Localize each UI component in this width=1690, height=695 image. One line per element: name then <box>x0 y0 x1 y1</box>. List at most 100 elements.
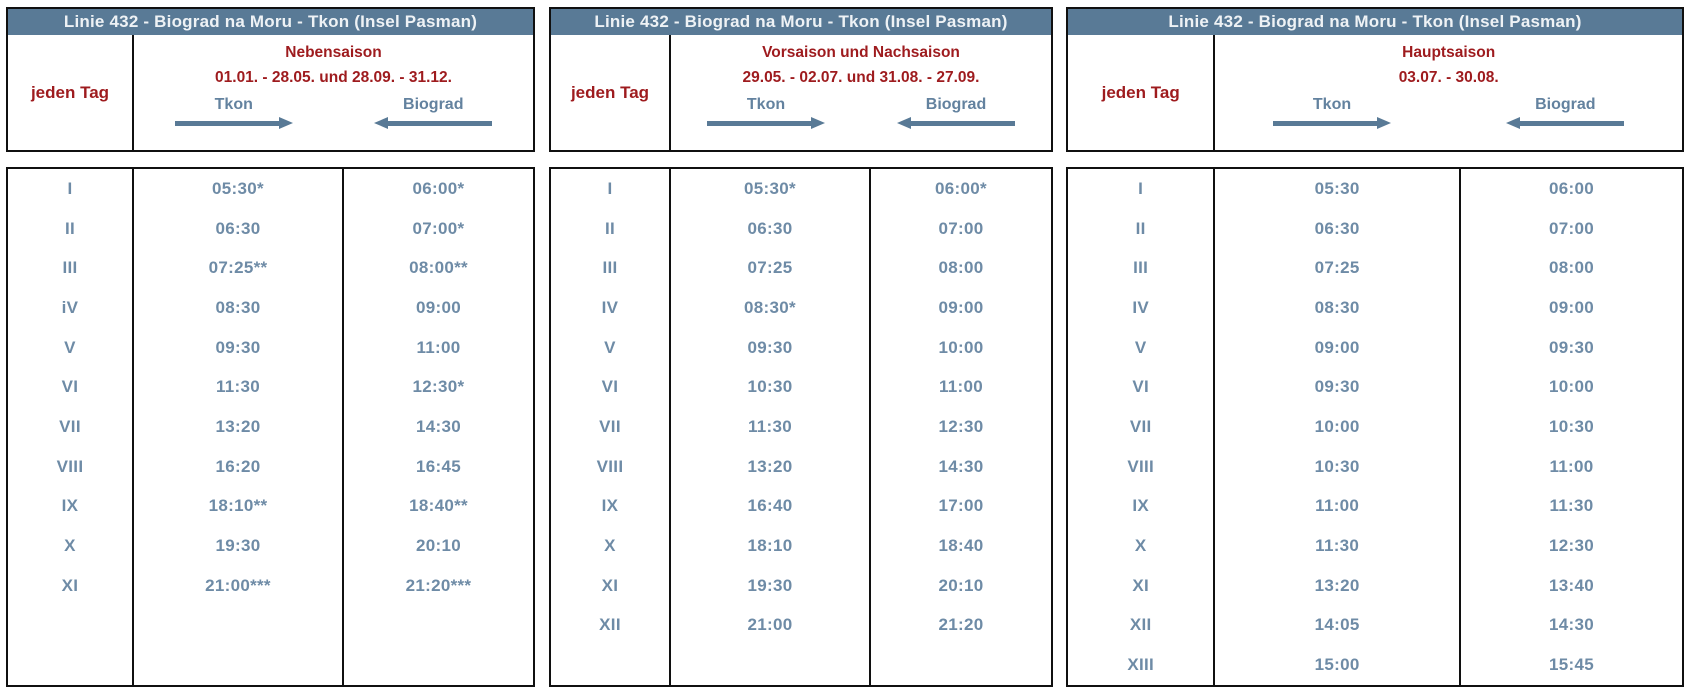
tkon-time: 13:20 <box>671 446 871 487</box>
line-title: Linie 432 - Biograd na Moru - Tkon (Inse… <box>8 9 533 35</box>
row-label: iV <box>8 288 134 328</box>
biograd-time: 11:30 <box>1549 496 1594 516</box>
row-label: I <box>8 169 134 209</box>
direction-tkon: Tkon <box>1215 96 1448 130</box>
direction-row: Tkon Biograd <box>1215 96 1682 130</box>
biograd-time: 13:40 <box>1548 575 1594 595</box>
biograd-time: 21:20*** <box>405 575 472 595</box>
biograd-time: 12:30 <box>1548 536 1594 556</box>
tkon-time: 08:30 <box>1215 288 1461 328</box>
biograd-time: 10:00 <box>1548 377 1594 397</box>
biograd-time: 12:30* <box>412 377 465 397</box>
row-label: III <box>1068 248 1216 289</box>
arrow-shaft <box>1273 121 1379 126</box>
row-label: V <box>551 327 671 368</box>
tkon-time: 06:30 <box>1215 208 1461 249</box>
biograd-time: 06:00* <box>412 178 465 198</box>
row-label <box>8 605 134 646</box>
day-label: jeden Tag <box>8 35 134 150</box>
header-body: jeden Tag Vorsaison und Nachsaison 29.05… <box>551 35 1051 150</box>
biograd-time: 11:00 <box>1549 456 1594 476</box>
timetable-body: I 05:30* 06:00* II 06:30 07:00* III 07:25** 08:0… <box>6 167 535 687</box>
arrow-shaft <box>387 121 493 126</box>
tkon-time: 10:30 <box>1215 446 1461 487</box>
season-area: Nebensaison 01.01. - 28.05. und 28.09. -… <box>134 35 533 150</box>
row-label: III <box>551 248 671 289</box>
tkon-time: 11:30 <box>1215 526 1461 566</box>
direction-row: Tkon Biograd <box>671 96 1051 130</box>
row-label: VIII <box>1068 446 1216 487</box>
tkon-time: 07:25 <box>1215 248 1461 289</box>
biograd-time: 09:00 <box>938 297 984 317</box>
row-label: V <box>1068 327 1216 368</box>
tkon-time: 10:00 <box>1215 407 1461 447</box>
row-label: VI <box>551 367 671 408</box>
timetable-hauptsaison: Linie 432 - Biograd na Moru - Tkon (Inse… <box>1066 7 1684 687</box>
row-label: VII <box>8 407 134 447</box>
direction-biograd: Biograd <box>1449 96 1682 130</box>
line-title: Linie 432 - Biograd na Moru - Tkon (Inse… <box>1068 9 1682 35</box>
direction-row: Tkon Biograd <box>134 96 533 130</box>
tkon-time: 08:30* <box>671 288 871 328</box>
day-label: jeden Tag <box>551 35 671 150</box>
biograd-time: 14:30 <box>416 416 461 436</box>
biograd-time: 11:00 <box>416 337 461 357</box>
tkon-time: 21:00 <box>671 605 871 646</box>
row-label: IX <box>551 486 671 527</box>
tkon-time: 11:30 <box>134 367 344 408</box>
row-label: XI <box>1068 565 1216 606</box>
tkon-time: 07:25** <box>134 248 344 289</box>
biograd-time: 17:00 <box>938 496 984 516</box>
row-label: VII <box>1068 407 1216 447</box>
season-area: Hauptsaison 03.07. - 30.08. Tkon Biograd <box>1215 35 1682 150</box>
arrow-shaft <box>910 121 1015 126</box>
tkon-time: 16:20 <box>134 446 344 487</box>
day-label: jeden Tag <box>1068 35 1216 150</box>
tkon-time <box>134 605 344 646</box>
row-label: X <box>8 526 134 566</box>
row-label: I <box>551 169 671 209</box>
tkon-time: 09:30 <box>1215 367 1461 408</box>
biograd-time: 07:00 <box>938 218 984 238</box>
row-label: XII <box>1068 605 1216 646</box>
tkon-time: 19:30 <box>671 565 871 606</box>
row-label: VI <box>1068 367 1216 408</box>
biograd-time: 20:10 <box>938 575 984 595</box>
tkon-time: 06:30 <box>134 208 344 249</box>
biograd-time: 06:00* <box>935 178 987 198</box>
arrow-left-icon <box>1506 117 1625 130</box>
row-label <box>551 645 671 685</box>
tkon-time: 16:40 <box>671 486 871 527</box>
row-label: X <box>551 526 671 566</box>
biograd-time: 11:00 <box>938 377 984 397</box>
row-label: XI <box>551 565 671 606</box>
biograd-time: 18:40 <box>938 536 984 556</box>
biograd-time: 15:45 <box>1548 655 1594 675</box>
biograd-time: 14:30 <box>938 456 984 476</box>
season-dates: 29.05. - 02.07. und 31.08. - 27.09. <box>742 69 980 86</box>
biograd-time: 09:00 <box>1548 297 1594 317</box>
arrow-right-icon <box>1273 117 1392 130</box>
tkon-time: 19:30 <box>134 526 344 566</box>
timetable-header: Linie 432 - Biograd na Moru - Tkon (Inse… <box>549 7 1053 152</box>
tkon-time: 06:30 <box>671 208 871 249</box>
biograd-time: 08:00 <box>938 258 984 278</box>
tkon-time: 11:00 <box>1215 486 1461 527</box>
line-title: Linie 432 - Biograd na Moru - Tkon (Inse… <box>551 9 1051 35</box>
tkon-time: 15:00 <box>1215 645 1461 685</box>
biograd-time: 09:30 <box>1548 337 1594 357</box>
direction-tkon-label: Tkon <box>214 96 253 113</box>
direction-biograd: Biograd <box>334 96 534 130</box>
tkon-time <box>671 645 871 685</box>
tkon-time: 05:30 <box>1215 169 1461 209</box>
biograd-time: 10:00 <box>938 337 984 357</box>
biograd-time: 08:00** <box>409 258 468 278</box>
timetable-body: I 05:30* 06:00* II 06:30 07:00 III 07:25 08:00 IV… <box>549 167 1053 687</box>
biograd-time: 20:10 <box>416 536 461 556</box>
season-dates: 01.01. - 28.05. und 28.09. - 31.12. <box>215 69 452 86</box>
row-label: IX <box>1068 486 1216 527</box>
row-label: II <box>551 208 671 249</box>
biograd-time <box>871 645 1051 685</box>
arrow-left-icon <box>374 117 493 130</box>
row-label: III <box>8 248 134 289</box>
